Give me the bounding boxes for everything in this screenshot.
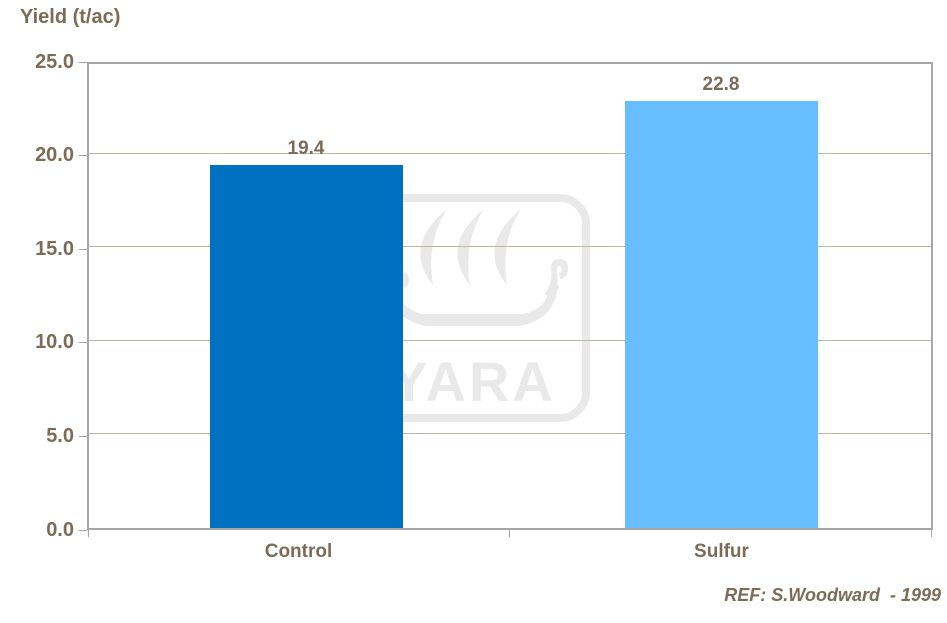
chart-title: Yield (t/ac) [20,6,121,28]
y-tick-mark [79,248,87,250]
x-axis-labels: Control Sulfur [87,541,933,563]
plot-area: YARA 19.4 22.8 [87,62,933,537]
y-tick-mark [79,155,87,157]
yara-watermark-logo: YARA [356,194,590,422]
x-tick-mark [509,528,510,537]
x-tick-mark [88,528,89,537]
y-tick-label: 10.0 [35,331,74,354]
y-axis-row: 15.0 [0,238,87,260]
y-axis: 25.0 20.0 15.0 10.0 5.0 0.0 [0,0,87,623]
y-axis-row: 10.0 [0,331,87,354]
category-label-control: Control [264,541,333,562]
x-tick-mark [931,528,932,537]
gridline-15 [89,246,931,248]
bar-group-control: 19.4 [209,64,403,528]
bar-value-label: 22.8 [702,74,740,96]
bar-control [209,164,403,528]
bar-sulfur [624,101,818,528]
bar-value-label: 19.4 [287,137,325,159]
watermark-text: YARA [390,350,556,413]
y-axis-row: 0.0 [0,519,87,541]
y-tick-label: 25.0 [35,50,74,73]
category-label-sulfur: Sulfur [694,541,749,562]
viking-ship-icon [387,209,569,326]
y-tick-label: 15.0 [35,237,74,260]
y-tick-mark [79,529,87,531]
gridline-10 [89,339,931,341]
y-axis-row: 5.0 [0,425,87,447]
y-axis-row: 25.0 [0,51,87,73]
bar-group-sulfur: 22.8 [624,64,818,528]
gridline-5 [89,433,931,435]
y-tick-mark [79,342,87,344]
y-tick-label: 5.0 [46,424,74,447]
y-tick-label: 0.0 [46,518,74,541]
y-tick-mark [79,435,87,437]
gridline-20 [89,152,931,154]
y-tick-mark [79,61,87,63]
y-tick-label: 20.0 [35,144,74,167]
y-axis-row: 20.0 [0,144,87,167]
reference-note: REF: S.Woodward - 1999 [724,585,941,605]
